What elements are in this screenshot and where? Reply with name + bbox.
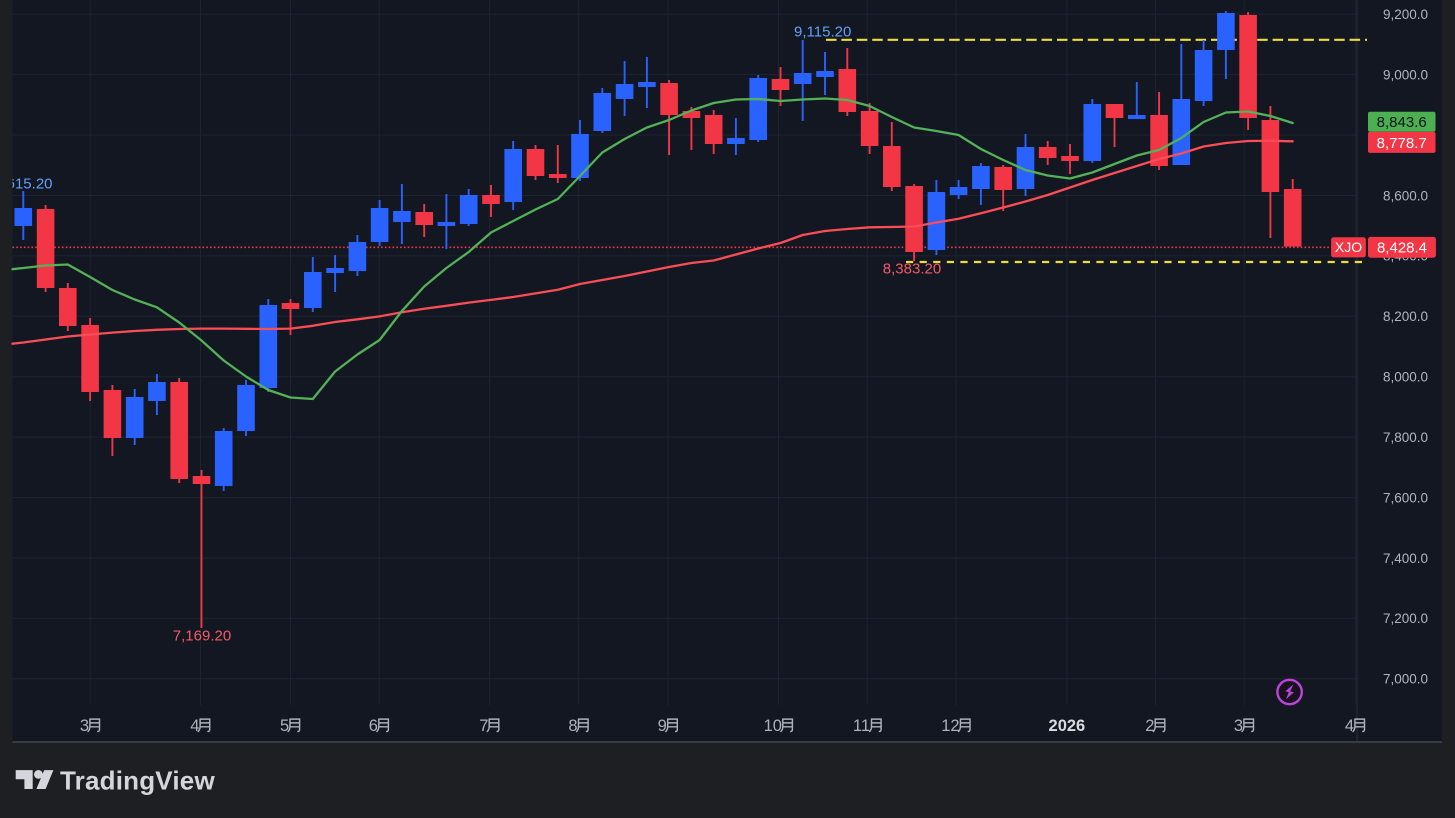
svg-text:9,200.0: 9,200.0	[1383, 7, 1428, 22]
svg-text:8,428.4: 8,428.4	[1377, 239, 1427, 256]
svg-text:6: 6	[369, 717, 378, 735]
svg-text:3: 3	[1234, 717, 1243, 735]
svg-text:3: 3	[80, 717, 89, 735]
svg-text:12: 12	[941, 717, 959, 735]
svg-text:8,200.0: 8,200.0	[1383, 309, 1428, 324]
svg-text:8,383.20: 8,383.20	[883, 261, 941, 278]
svg-text:8,600.0: 8,600.0	[1383, 188, 1428, 203]
svg-text:7,400.0: 7,400.0	[1383, 551, 1428, 566]
svg-text:4: 4	[190, 717, 199, 735]
svg-text:7,200.0: 7,200.0	[1383, 611, 1428, 626]
svg-text:11: 11	[853, 717, 870, 735]
svg-text:7,800.0: 7,800.0	[1383, 430, 1428, 445]
svg-text:4: 4	[1345, 717, 1354, 735]
svg-text:9,000.0: 9,000.0	[1383, 67, 1428, 82]
svg-text:8: 8	[568, 717, 577, 735]
svg-text:8,615.20: 8,615.20	[0, 176, 52, 193]
svg-text:10: 10	[764, 717, 782, 735]
svg-text:9: 9	[658, 717, 667, 735]
svg-text:7,600.0: 7,600.0	[1383, 490, 1428, 505]
svg-text:2: 2	[1145, 717, 1154, 735]
svg-text:TradingView: TradingView	[60, 765, 215, 795]
svg-text:8,000.0: 8,000.0	[1383, 370, 1428, 385]
svg-text:7,000.0: 7,000.0	[1383, 672, 1428, 687]
svg-text:9,115.20: 9,115.20	[794, 24, 851, 41]
svg-text:2026: 2026	[1049, 717, 1086, 735]
svg-text:7: 7	[479, 717, 488, 735]
svg-text:7,169.20: 7,169.20	[173, 628, 231, 645]
svg-text:5: 5	[280, 717, 289, 735]
svg-text:XJO: XJO	[1335, 239, 1362, 255]
svg-text:8,843.6: 8,843.6	[1377, 114, 1427, 131]
svg-text:8,778.7: 8,778.7	[1377, 135, 1427, 152]
